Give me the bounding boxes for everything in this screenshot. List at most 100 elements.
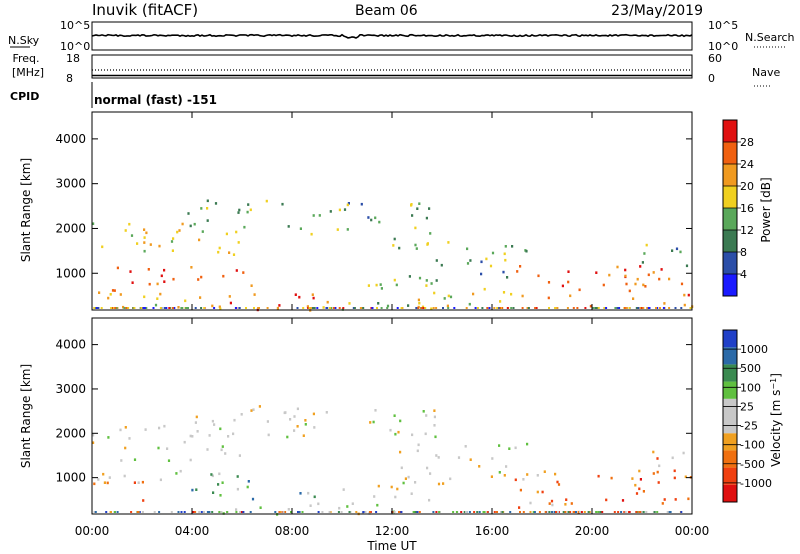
colorbar-segment xyxy=(723,416,737,434)
range-gate-cell xyxy=(474,307,477,309)
range-gate-cell xyxy=(142,499,145,502)
range-gate-cell xyxy=(274,511,277,513)
range-gate-cell xyxy=(453,307,456,309)
range-gate-cell xyxy=(237,211,240,214)
range-gate-cell xyxy=(159,307,162,309)
range-gate-cell xyxy=(543,470,546,473)
range-gate-cell xyxy=(605,307,608,309)
range-gate-cell xyxy=(521,307,524,309)
range-gate-cell xyxy=(555,511,557,513)
range-gate-cell xyxy=(286,435,289,439)
range-gate-cell xyxy=(119,428,122,432)
range-gate-cell xyxy=(367,216,370,219)
range-gate-cell xyxy=(440,263,443,267)
range-gate-cell xyxy=(671,249,674,252)
range-gate-cell xyxy=(680,511,683,513)
range-gate-cell xyxy=(283,411,286,415)
x-tick-label: 16:00 xyxy=(475,524,510,538)
range-gate-cell xyxy=(128,222,131,226)
range-gate-cell xyxy=(396,487,399,491)
range-gate-cell xyxy=(307,307,310,309)
range-gate-cell xyxy=(148,282,151,286)
range-gate-cell xyxy=(328,511,331,513)
range-gate-cell xyxy=(249,208,252,212)
range-gate-cell xyxy=(683,303,686,307)
range-gate-cell xyxy=(632,297,635,300)
power-ylabel: Slant Range [km] xyxy=(19,158,33,262)
colorbar-tick-label: 20 xyxy=(740,180,754,193)
range-gate-cell xyxy=(220,448,223,452)
range-gate-cell xyxy=(547,281,551,284)
range-gate-cell xyxy=(671,456,674,460)
range-gate-cell xyxy=(601,511,604,513)
range-gate-cell xyxy=(449,477,452,481)
range-gate-cell xyxy=(526,442,529,446)
range-gate-cell xyxy=(329,210,332,213)
range-gate-cell xyxy=(238,208,241,212)
range-gate-cell xyxy=(424,307,427,309)
range-gate-cell xyxy=(564,503,567,506)
range-gate-cell xyxy=(103,481,106,484)
range-gate-cell xyxy=(127,307,130,309)
power-colorbar: 4 8 12 16 20 24 28 xyxy=(722,119,754,297)
range-gate-cell xyxy=(557,483,561,486)
velocity-ylabel: Slant Range [km] xyxy=(19,364,33,468)
range-gate-cell xyxy=(500,511,502,513)
nave-label: Nave xyxy=(752,66,780,79)
range-gate-cell xyxy=(250,409,253,412)
range-gate-cell xyxy=(529,501,532,505)
range-gate-cell xyxy=(570,502,573,505)
range-gate-cell xyxy=(662,307,665,309)
range-gate-cell xyxy=(281,202,284,206)
range-gate-cell xyxy=(437,456,440,459)
range-gate-cell xyxy=(293,429,296,432)
colorbar-segment xyxy=(723,274,737,296)
range-gate-cell xyxy=(639,307,642,309)
time-axis-label: Time UT xyxy=(366,539,417,553)
range-gate-cell xyxy=(418,301,421,305)
range-gate-cell xyxy=(371,307,374,309)
range-gate-cell xyxy=(374,216,377,220)
range-gate-cell xyxy=(534,307,537,309)
range-gate-cell xyxy=(170,511,173,513)
range-gate-cell xyxy=(250,284,253,287)
colorbar-segment xyxy=(723,364,737,382)
range-gate-cell xyxy=(584,307,587,309)
range-gate-cell xyxy=(527,307,530,309)
range-gate-cell xyxy=(556,480,559,484)
colorbar-segment xyxy=(723,164,737,186)
range-gate-cell xyxy=(189,458,192,462)
range-gate-cell xyxy=(380,287,383,290)
range-gate-cell xyxy=(143,228,146,231)
range-gate-cell xyxy=(516,270,519,273)
range-gate-cell xyxy=(196,430,199,433)
range-gate-cell xyxy=(312,412,315,416)
range-gate-cell xyxy=(332,307,335,309)
range-gate-cell xyxy=(307,491,310,495)
range-gate-cell xyxy=(491,457,494,460)
range-gate-cell xyxy=(418,276,422,280)
range-gate-cell xyxy=(258,405,261,408)
range-gate-cell xyxy=(110,307,113,309)
range-gate-cell xyxy=(635,307,638,309)
range-gate-cell xyxy=(102,472,105,476)
range-gate-cell xyxy=(309,307,312,309)
nsky-line xyxy=(91,33,693,39)
nsky-tick-bottom: 10^0 xyxy=(60,40,90,53)
power-colorbar-label: Power [dB] xyxy=(759,177,773,242)
range-gate-cell xyxy=(469,458,472,461)
range-gate-cell xyxy=(302,434,305,437)
velocity-y-axis: 1000 2000 3000 4000 xyxy=(55,338,692,485)
range-gate-cell xyxy=(232,432,235,436)
range-gate-cell xyxy=(212,491,215,494)
colorbar-segment xyxy=(723,433,737,451)
y-tick-label: 4000 xyxy=(55,132,86,146)
range-gate-cell xyxy=(279,511,282,513)
range-gate-cell xyxy=(663,498,666,501)
range-gate-cell xyxy=(278,304,281,307)
range-gate-cell xyxy=(219,307,222,311)
range-gate-cell xyxy=(430,282,433,285)
range-gate-cell xyxy=(420,307,423,309)
range-gate-cell xyxy=(112,307,115,309)
range-gate-cell xyxy=(290,511,292,513)
